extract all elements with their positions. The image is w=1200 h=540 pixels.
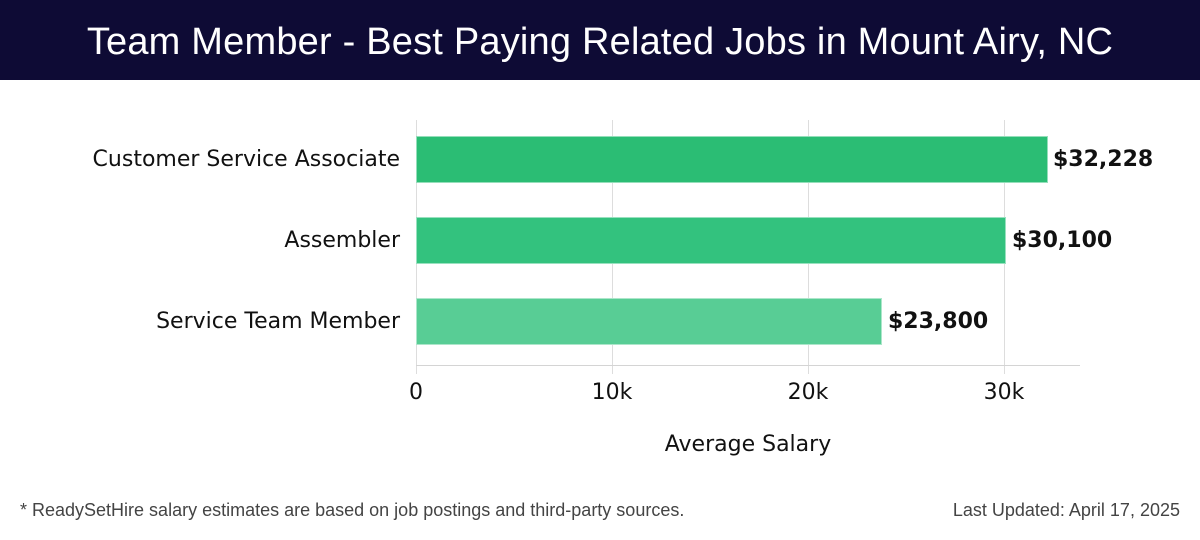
value-label: $30,100 <box>1012 228 1113 253</box>
bar-customer-service-associate[interactable] <box>416 136 1048 183</box>
x-axis-title: Average Salary <box>664 432 832 457</box>
value-label: $23,800 <box>888 309 989 334</box>
x-axis-line <box>416 365 1080 366</box>
value-label: $32,228 <box>1053 147 1154 172</box>
plot-area: $32,228 $30,100 $23,800 <box>416 120 1153 374</box>
category-label: Assembler <box>284 228 400 253</box>
x-tick-label: 20k <box>787 380 829 405</box>
x-tick-label: 30k <box>983 380 1025 405</box>
chart-title: Team Member - Best Paying Related Jobs i… <box>86 21 1114 63</box>
title-bar <box>0 0 1200 80</box>
x-tick-label: 10k <box>591 380 633 405</box>
category-label: Service Team Member <box>156 309 400 334</box>
category-label: Customer Service Associate <box>92 147 400 172</box>
bar-service-team-member[interactable] <box>416 298 882 345</box>
bar-assembler[interactable] <box>416 217 1006 264</box>
x-tick-label: 0 <box>409 380 423 405</box>
last-updated: Last Updated: April 17, 2025 <box>952 500 1180 520</box>
footnote: * ReadySetHire salary estimates are base… <box>20 500 685 520</box>
